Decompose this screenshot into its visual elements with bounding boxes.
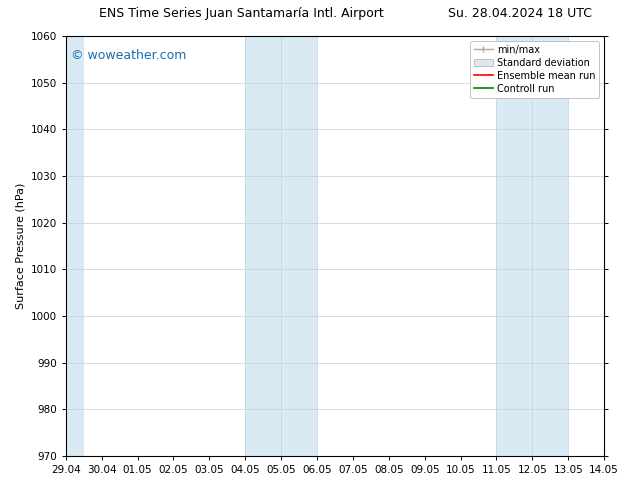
Text: © woweather.com: © woweather.com [71,49,186,62]
Legend: min/max, Standard deviation, Ensemble mean run, Controll run: min/max, Standard deviation, Ensemble me… [470,41,599,98]
Y-axis label: Surface Pressure (hPa): Surface Pressure (hPa) [15,183,25,309]
Bar [66,36,84,456]
Bar [245,36,317,456]
Text: Su. 28.04.2024 18 UTC: Su. 28.04.2024 18 UTC [448,7,592,21]
Bar [496,36,568,456]
Text: ENS Time Series Juan Santamaría Intl. Airport: ENS Time Series Juan Santamaría Intl. Ai… [98,7,384,21]
